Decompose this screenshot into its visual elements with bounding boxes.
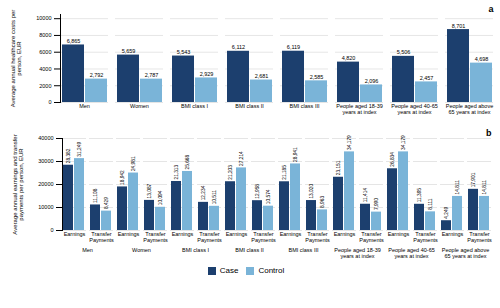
svg-text:Earnings: Earnings [388, 231, 410, 237]
svg-text:21,203: 21,203 [228, 165, 233, 180]
svg-text:2,681: 2,681 [255, 73, 269, 79]
svg-text:20000: 20000 [38, 181, 53, 187]
svg-text:Earnings: Earnings [226, 231, 248, 237]
svg-text:Men: Men [79, 103, 90, 109]
svg-text:2,787: 2,787 [145, 72, 159, 78]
svg-text:BMI class III: BMI class III [289, 247, 319, 253]
svg-text:Women: Women [130, 103, 149, 109]
svg-text:4,820: 4,820 [342, 55, 356, 61]
svg-text:TransferPayments: TransferPayments [359, 231, 384, 243]
svg-text:13,087: 13,087 [147, 183, 152, 198]
svg-text:5,659: 5,659 [122, 48, 136, 54]
svg-text:8,429: 8,429 [104, 197, 109, 209]
svg-text:31,249: 31,249 [77, 142, 82, 157]
svg-text:BMI class II: BMI class II [235, 103, 264, 109]
svg-text:8,701: 8,701 [452, 23, 466, 29]
html-text:Case: Case [219, 266, 239, 275]
svg-text:28,382: 28,382 [66, 148, 71, 163]
svg-text:25,668: 25,668 [185, 154, 190, 169]
svg-text:11,414: 11,414 [363, 188, 368, 203]
svg-text:8000: 8000 [39, 32, 51, 38]
svg-text:People aged above65 years at i: People aged above65 years at index [446, 103, 493, 115]
svg-text:People aged above65 years at i: People aged above65 years at index [442, 247, 489, 259]
svg-text:21,313: 21,313 [174, 164, 179, 179]
svg-text:26,834: 26,834 [390, 152, 395, 167]
svg-text:Earnings: Earnings [172, 231, 194, 237]
svg-text:6,865: 6,865 [67, 38, 81, 44]
svg-text:BMI class I: BMI class I [182, 247, 209, 253]
svg-text:14,811: 14,811 [482, 180, 487, 195]
svg-text:People aged 40-65years at inde: People aged 40-65years at index [391, 103, 437, 115]
svg-text:12,958: 12,958 [255, 184, 260, 199]
svg-text:6,112: 6,112 [232, 44, 245, 50]
svg-text:6,119: 6,119 [287, 44, 300, 50]
svg-text:12,234: 12,234 [201, 185, 206, 200]
svg-text:TransferPayments: TransferPayments [467, 231, 492, 243]
svg-text:14,811: 14,811 [455, 180, 460, 195]
svg-text:People aged 18-39years at inde: People aged 18-39years at index [334, 247, 380, 259]
svg-text:TransferPayments: TransferPayments [251, 231, 276, 243]
svg-text:Men: Men [82, 247, 93, 253]
svg-text:34,179: 34,179 [401, 135, 406, 150]
svg-text:2,457: 2,457 [420, 75, 434, 81]
svg-text:TransferPayments: TransferPayments [143, 231, 168, 243]
svg-text:23,151: 23,151 [336, 160, 341, 175]
svg-text:Earnings: Earnings [64, 231, 86, 237]
svg-text:Earnings: Earnings [442, 231, 464, 237]
svg-text:10000: 10000 [38, 204, 53, 210]
svg-text:TransferPayments: TransferPayments [89, 231, 114, 243]
svg-text:BMI class III: BMI class III [290, 103, 320, 109]
html-text:Control: Control [258, 266, 285, 275]
svg-text:18,942: 18,942 [120, 170, 125, 185]
svg-text:Women: Women [132, 247, 151, 253]
svg-text:2,929: 2,929 [200, 71, 214, 77]
svg-text:7,990: 7,990 [374, 198, 379, 210]
svg-text:11,395: 11,395 [417, 188, 422, 203]
svg-text:0: 0 [50, 227, 53, 233]
svg-text:11,108: 11,108 [93, 188, 98, 203]
svg-text:0: 0 [48, 99, 51, 105]
svg-text:5,543: 5,543 [177, 49, 191, 55]
svg-text:2,792: 2,792 [90, 72, 104, 78]
svg-text:8,111: 8,111 [428, 198, 433, 210]
svg-text:TransferPayments: TransferPayments [305, 231, 330, 243]
svg-text:40000: 40000 [38, 135, 53, 141]
svg-text:Earnings: Earnings [118, 231, 140, 237]
svg-text:8,963: 8,963 [320, 196, 325, 208]
svg-text:2,096: 2,096 [365, 78, 379, 84]
svg-text:BMI class I: BMI class I [181, 103, 208, 109]
svg-text:24,981: 24,981 [131, 156, 136, 171]
svg-text:10000: 10000 [36, 15, 51, 21]
svg-text:4,698: 4,698 [475, 56, 489, 62]
svg-text:Earnings: Earnings [334, 231, 356, 237]
svg-text:TransferPayments: TransferPayments [197, 231, 222, 243]
svg-text:10,094: 10,094 [158, 190, 163, 205]
svg-text:TransferPayments: TransferPayments [413, 231, 438, 243]
svg-text:b: b [486, 128, 492, 138]
svg-text:21,185: 21,185 [282, 165, 287, 180]
svg-text:30000: 30000 [38, 158, 53, 164]
svg-text:4,249: 4,249 [444, 206, 449, 218]
svg-text:13,020: 13,020 [309, 184, 314, 199]
svg-text:People aged 18-39years at inde: People aged 18-39years at index [336, 103, 382, 115]
svg-text:2,585: 2,585 [310, 74, 324, 80]
svg-text:a: a [488, 4, 494, 14]
svg-text:Earnings: Earnings [280, 231, 302, 237]
svg-text:28,941: 28,941 [293, 147, 298, 162]
svg-text:Average annual earnings and tr: Average annual earnings and transferpaym… [12, 134, 24, 234]
svg-text:17,901: 17,901 [471, 172, 476, 187]
svg-text:2000: 2000 [39, 82, 51, 88]
svg-text:6000: 6000 [39, 49, 51, 55]
svg-text:5,506: 5,506 [397, 49, 411, 55]
svg-text:10,574: 10,574 [266, 189, 271, 204]
svg-text:27,214: 27,214 [239, 151, 244, 166]
svg-text:People aged 40-65years at inde: People aged 40-65years at index [388, 247, 434, 259]
svg-text:34,179: 34,179 [347, 135, 352, 150]
svg-text:Average annual healthcare cost: Average annual healthcare costs perperso… [10, 10, 22, 108]
svg-text:4000: 4000 [39, 66, 51, 72]
svg-text:BMI class II: BMI class II [235, 247, 264, 253]
svg-text:10,511: 10,511 [212, 190, 217, 205]
